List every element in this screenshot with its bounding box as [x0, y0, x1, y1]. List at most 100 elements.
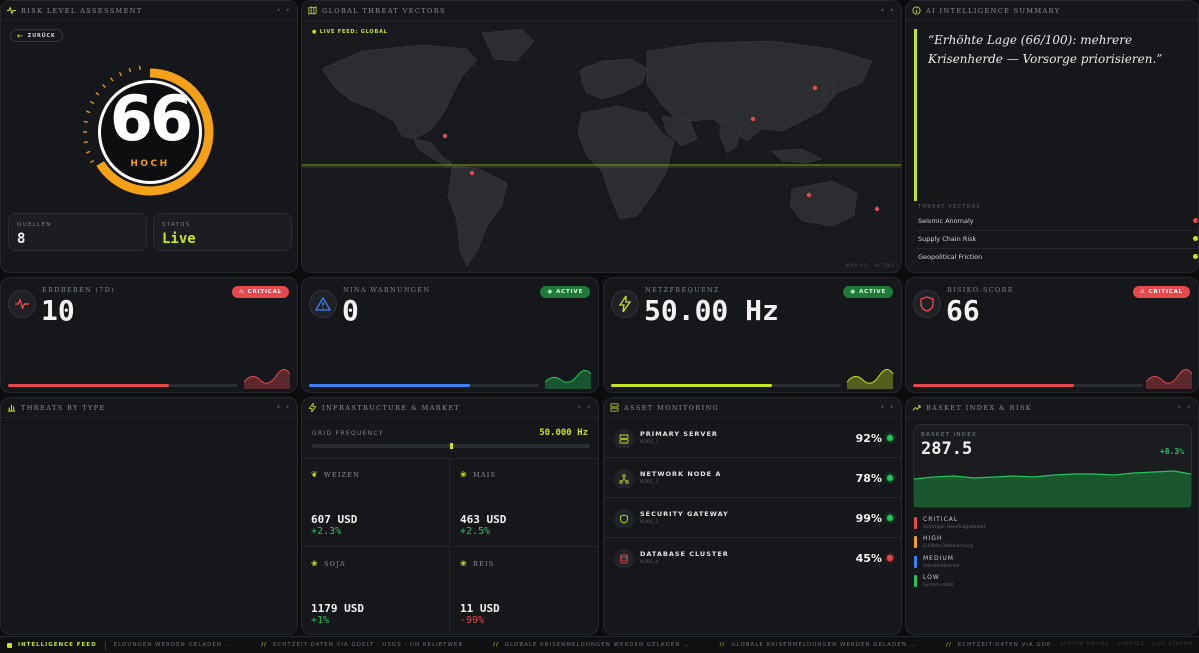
kpi-progress-bar: [611, 384, 841, 387]
panel-title: THREATS BY TYPE: [21, 403, 106, 412]
status-dot: [1193, 218, 1198, 223]
panel-menu-icon[interactable]: • •: [276, 403, 291, 412]
panel-menu-icon[interactable]: • •: [1177, 403, 1192, 412]
panel-title: INFRASTRUCTURE & MARKET: [322, 403, 461, 412]
asset-node: NODE_3: [640, 520, 659, 525]
panel-header: INFRASTRUCTURE & MARKET • •: [302, 398, 598, 418]
status-dot: [887, 555, 893, 561]
risk-legend-row: HIGH Erhöhte Überwachung: [914, 534, 1184, 552]
status-card: STATUS Live: [153, 213, 292, 251]
threat-vector-name: Seismic Anomaly: [918, 217, 974, 225]
kpi-label: ERDBEBEN (7D): [42, 286, 115, 294]
check-icon: ◉: [547, 289, 554, 295]
kpi-card-earthquakes[interactable]: ERDBEBEN (7D) 10 ⚠ CRITICAL: [0, 277, 298, 393]
kpi-card-risk-score[interactable]: RISIKO-SCORE 66 ⚠ CRITICAL: [905, 277, 1199, 393]
alert-icon: ⚠: [1139, 289, 1146, 295]
market-name: WEIZEN: [324, 471, 361, 479]
panel-menu-icon[interactable]: • •: [276, 6, 291, 15]
kpi-progress-bar: [8, 384, 238, 387]
ticker-label: INTELLIGENCE FEED: [18, 642, 97, 648]
basket-index-change: +8.3%: [1159, 447, 1184, 456]
asset-percentage: 78%: [855, 472, 882, 485]
threat-vector-name: Supply Chain Risk: [918, 235, 977, 243]
threat-marker[interactable]: [469, 170, 475, 176]
asset-row[interactable]: PRIMARY SERVER NODE_1 92%: [604, 418, 901, 458]
status-value: Live: [162, 231, 196, 247]
risk-legend-row: MEDIUM Standardbetrieb: [914, 554, 1184, 572]
gauge-tick: [83, 141, 88, 144]
threat-vector-row[interactable]: Supply Chain Risk: [916, 231, 1198, 249]
asset-percentage: 92%: [855, 432, 882, 445]
asset-node: NODE_4: [640, 560, 659, 565]
gauge-tick: [90, 160, 95, 163]
world-map[interactable]: [302, 21, 901, 272]
kpi-sparkline: [1146, 369, 1193, 389]
status-dot: [887, 435, 893, 441]
market-name: REIS: [473, 560, 495, 568]
map-icon: [308, 6, 317, 15]
kpi-card-nina[interactable]: NINA WARNUNGEN 0 ◉ ACTIVE: [301, 277, 599, 393]
threat-marker[interactable]: [806, 192, 812, 198]
grid-frequency-marker: [450, 443, 453, 449]
threat-vector-row[interactable]: Seismic Anomaly: [916, 213, 1198, 231]
ticker-separator: //: [719, 642, 726, 648]
kpi-progress-fill: [611, 384, 772, 387]
grid-frequency-bar: [312, 443, 590, 449]
market-cell-weizen[interactable]: ❦ WEIZEN 607 USD +2.3%: [302, 459, 450, 547]
panel-menu-icon[interactable]: • •: [880, 403, 895, 412]
rice-icon: ❀: [460, 559, 467, 568]
legend-swatch: [914, 575, 917, 587]
status-badge-label: ACTIVE: [859, 289, 886, 295]
database-icon: [614, 549, 634, 569]
sources-value: 8: [17, 231, 26, 247]
ticker-separator: //: [261, 642, 267, 648]
kpi-progress-fill: [309, 384, 470, 387]
asset-row[interactable]: DATABASE CLUSTER NODE_4 45%: [604, 538, 901, 578]
risk-gauge: [83, 65, 214, 196]
threat-markers: [442, 85, 880, 212]
asset-node: NODE_2: [640, 480, 659, 485]
kpi-card-grid-frequency[interactable]: NETZFREQUENZ 50.00 Hz ◉ ACTIVE: [603, 277, 902, 393]
grid-frequency-label: GRID FREQUENCY: [312, 430, 384, 437]
threat-marker[interactable]: [750, 116, 756, 122]
market-cell-mais[interactable]: ❀ MAIS 463 USD +2.5%: [451, 459, 598, 547]
asset-row[interactable]: NETWORK NODE A NODE_2 78%: [604, 458, 901, 498]
ticker-status: SYSTEM ONLINE · UPDATED · LIVE STREAM: [1052, 642, 1193, 647]
arrow-left-icon: ←: [17, 31, 24, 40]
basket-index-label: BASKET INDEX: [921, 432, 978, 438]
ai-summary-panel: AI INTELLIGENCE SUMMARY “Erhöhte Lage (6…: [905, 0, 1199, 273]
back-button[interactable]: ← ZURÜCK: [10, 29, 63, 42]
gauge-tick: [119, 72, 122, 77]
status-dot: [1193, 254, 1198, 259]
threat-marker[interactable]: [442, 133, 448, 139]
market-cell-soja[interactable]: ❀ SOJA 1179 USD +1%: [302, 548, 450, 634]
panel-menu-icon[interactable]: • •: [880, 6, 895, 15]
basket-index-panel: BASKET INDEX & RISK • • BASKET INDEX 287…: [905, 397, 1199, 635]
kpi-label: NETZFREQUENZ: [645, 286, 720, 294]
network-icon: [614, 469, 634, 489]
threat-vector-row[interactable]: Geopolitical Friction: [916, 249, 1198, 267]
kpi-sparkline: [545, 370, 592, 389]
panel-header: ASSET MONITORING • •: [604, 398, 901, 418]
threat-marker[interactable]: [874, 206, 880, 212]
risk-level-label: HOCH: [130, 159, 170, 169]
market-cell-reis[interactable]: ❀ REIS 11 USD -99%: [451, 548, 598, 634]
asset-name: DATABASE CLUSTER: [640, 550, 729, 558]
legend-swatch: [914, 517, 917, 529]
status-dot: [887, 515, 893, 521]
feed-indicator-icon: [7, 642, 12, 648]
kpi-value: 0: [342, 294, 359, 327]
corn-icon: ❀: [460, 470, 467, 479]
map-corner-label: MAP-01 · ACTIVE: [845, 264, 895, 269]
basket-index-card: BASKET INDEX 287.5 +8.3%: [913, 424, 1192, 508]
panel-title: AI INTELLIGENCE SUMMARY: [926, 6, 1061, 15]
market-change: +2.3%: [311, 526, 342, 537]
risk-legend-row: CRITICAL Sofortiger Handlungsbedarf: [914, 515, 1184, 533]
asset-row[interactable]: SECURITY GATEWAY NODE_3 99%: [604, 498, 901, 538]
panel-menu-icon[interactable]: • •: [577, 403, 592, 412]
asset-monitoring-panel: ASSET MONITORING • • PRIMARY SERVER NODE…: [603, 397, 902, 635]
panel-title: BASKET INDEX & RISK: [926, 403, 1033, 412]
kpi-value: 66: [946, 294, 980, 327]
risk-legend-row: LOW System stabil: [914, 573, 1184, 591]
threat-marker[interactable]: [812, 85, 818, 91]
